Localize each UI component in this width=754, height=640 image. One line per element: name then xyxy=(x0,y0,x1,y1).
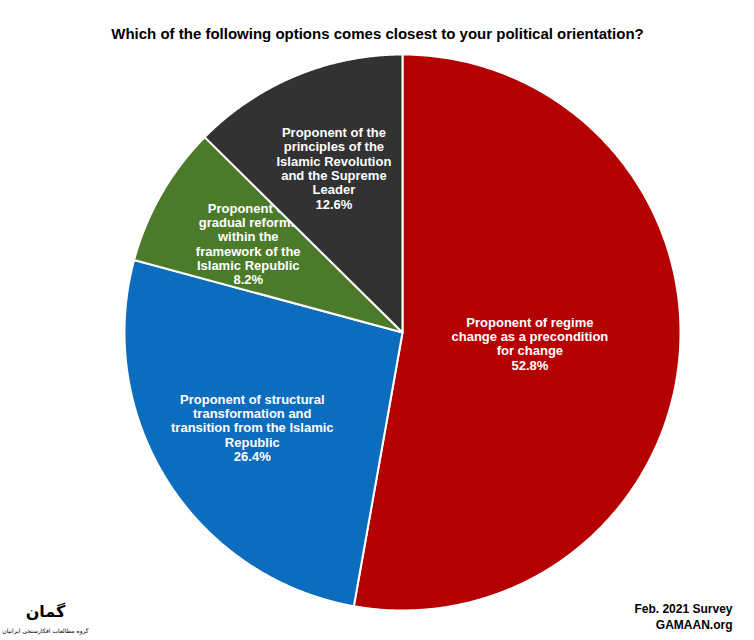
html-text:within the: within the xyxy=(217,229,279,245)
svg-text:Feb. 2021 Survey: Feb. 2021 Survey xyxy=(634,602,732,616)
svg-text:Which of the following options: Which of the following options comes clo… xyxy=(111,25,644,42)
svg-text:Proponent of structuraltransfo: Proponent of structuraltransformation an… xyxy=(171,392,334,464)
html-text:gradual reforms: gradual reforms xyxy=(198,215,298,230)
svg-text:GAMAAN.org: GAMAAN.org xyxy=(656,618,733,632)
html-text:framework of the: framework of the xyxy=(195,243,301,259)
svg-text:گروه مطالعات افکارسنجی ایرانیا: گروه مطالعات افکارسنجی ایرانیان xyxy=(2,627,89,635)
html-text:8.2%: 8.2% xyxy=(233,272,264,288)
html-text:Proponent of: Proponent of xyxy=(207,200,289,216)
html-text:Islamic Republic: Islamic Republic xyxy=(196,257,300,273)
svg-text:Proponent of theprinciples of: Proponent of theprinciples of theIslamic… xyxy=(276,125,391,212)
svg-text:Proponent of regimechange as a: Proponent of regimechange as a precondit… xyxy=(452,315,609,373)
svg-text:گمان: گمان xyxy=(26,602,66,621)
